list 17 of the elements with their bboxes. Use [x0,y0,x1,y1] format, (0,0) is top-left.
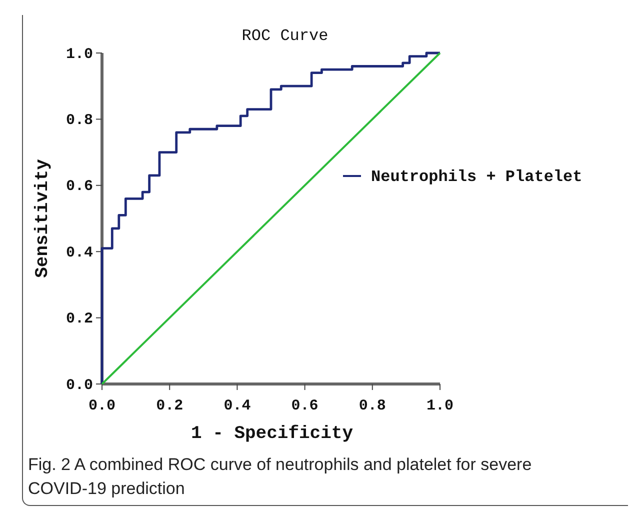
x-tick-label: 0.2 [156,398,184,414]
y-tick-label: 1.0 [66,46,93,63]
chart-title: ROC Curve [242,27,328,45]
y-tick-label: 0.8 [66,112,93,129]
y-tick-label: 0.6 [66,178,93,196]
legend-label: Neutrophils + Platelet [371,168,582,186]
x-axis-title: 1 - Specificity [190,424,354,444]
x-tick-label: 1.0 [426,398,454,414]
x-tick-label: 0.0 [88,398,116,414]
x-tick-label: 0.6 [291,398,318,414]
y-axis-title: Sensitivity [33,158,53,278]
y-tick-label: 0.2 [66,310,93,328]
x-tick-label: 0.4 [224,398,251,414]
y-tick-label: 0.4 [66,244,93,262]
y-tick-label: 0.0 [66,376,93,394]
x-tick-label: 0.8 [358,398,386,414]
caption: Fig. 2 A combined ROC curve of neutrophils and platelet for severe COVID-19 prediction [28,455,532,498]
